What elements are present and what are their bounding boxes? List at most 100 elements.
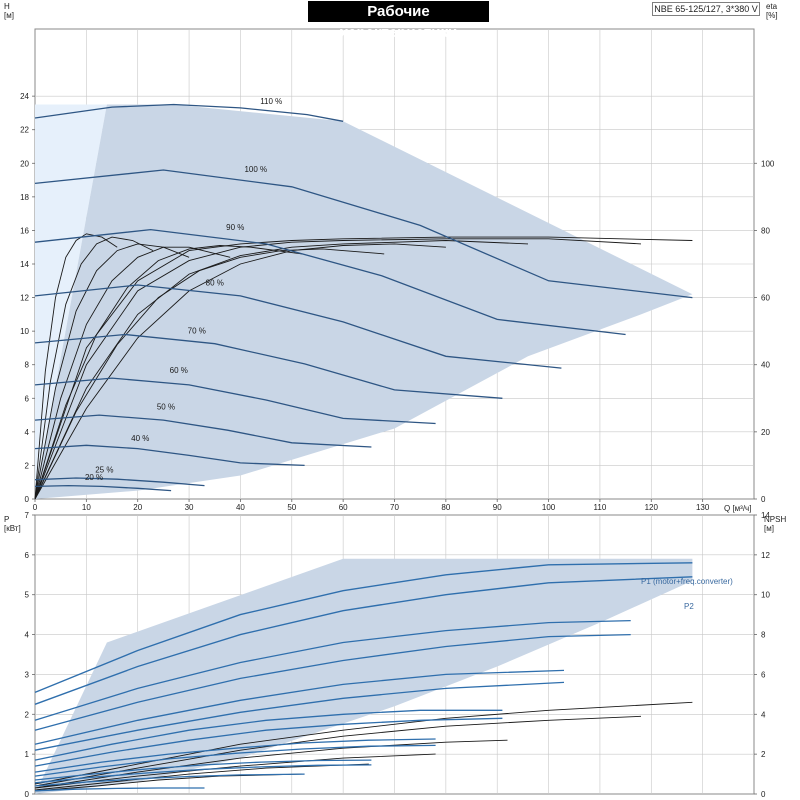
y2-tick-label: 0 xyxy=(761,495,766,504)
head-curve xyxy=(34,377,436,425)
power-axis-label: P [кВт] xyxy=(4,515,21,533)
x-tick-label: 50 xyxy=(287,503,296,512)
head-axis-name: H xyxy=(4,2,10,11)
y-tick-label: 3 xyxy=(25,670,30,679)
y-tick-label: 4 xyxy=(25,428,30,437)
y-tick-label: 4 xyxy=(25,631,30,640)
speed-label: 70 % xyxy=(188,326,206,335)
efficiency-curve xyxy=(34,233,118,500)
x-tick-label: 130 xyxy=(696,503,710,512)
head-curve-panel: 110 %100 %90 %80 %70 %60 %50 %40 %25 %20… xyxy=(20,28,775,512)
y-tick-label: 2 xyxy=(25,710,30,719)
efficiency-curve xyxy=(34,236,693,500)
y2-tick-label: 2 xyxy=(761,750,766,759)
y2-tick-label: 12 xyxy=(761,551,770,560)
operating-area xyxy=(35,558,693,794)
y2-tick-label: 0 xyxy=(761,790,766,799)
y2-tick-label: 4 xyxy=(761,710,766,719)
flow-axis-label: Q [м³/ч] xyxy=(724,504,752,513)
p2-series-label: P2 xyxy=(684,602,694,611)
y2-tick-label: 40 xyxy=(761,361,770,370)
y-tick-label: 24 xyxy=(20,92,29,101)
y-tick-label: 0 xyxy=(25,790,30,799)
x-tick-label: 20 xyxy=(133,503,142,512)
power-curve xyxy=(34,787,205,792)
npsh-curve xyxy=(34,753,436,789)
efficiency-curve xyxy=(34,248,385,500)
efficiency-curve xyxy=(34,238,642,500)
npsh-curve xyxy=(34,715,642,787)
y-tick-label: 2 xyxy=(25,461,30,470)
speed-label: 50 % xyxy=(157,403,175,412)
power-axis-unit: [кВт] xyxy=(4,524,21,533)
power-curve xyxy=(34,744,436,777)
x-tick-label: 10 xyxy=(82,503,91,512)
npsh-curve xyxy=(34,763,369,791)
y-tick-label: 10 xyxy=(20,327,29,336)
y-tick-label: 22 xyxy=(20,126,29,135)
x-tick-label: 110 xyxy=(594,503,607,512)
power-curve xyxy=(34,669,565,745)
y-tick-label: 1 xyxy=(25,750,30,759)
x-tick-label: 100 xyxy=(542,503,556,512)
speed-label: 110 % xyxy=(260,97,282,106)
npsh-curve xyxy=(34,701,693,785)
speed-label: 90 % xyxy=(226,223,244,232)
x-tick-label: 0 xyxy=(33,503,38,512)
power-curve xyxy=(34,633,631,731)
head-curve xyxy=(34,414,372,448)
pump-model-label: NBE 65-125/127, 3*380 V xyxy=(652,2,760,16)
power-curve xyxy=(34,619,631,721)
efficiency-curve xyxy=(34,243,446,500)
efficiency-curve xyxy=(34,236,154,500)
power-curve xyxy=(34,717,503,767)
head-curve xyxy=(34,284,562,369)
efficiency-curve xyxy=(34,240,529,500)
head-curve xyxy=(34,444,305,467)
head-curve xyxy=(34,484,172,492)
x-tick-label: 40 xyxy=(236,503,245,512)
x-tick-label: 90 xyxy=(493,503,502,512)
y-tick-label: 12 xyxy=(20,294,29,303)
speed-label: 80 % xyxy=(206,279,224,288)
speed-label: 100 % xyxy=(244,165,267,174)
head-curve xyxy=(34,169,693,299)
speed-label: 25 % xyxy=(95,466,113,475)
x-tick-label: 30 xyxy=(185,503,194,512)
head-axis-unit: [м] xyxy=(4,11,14,20)
power-curve xyxy=(34,562,693,694)
efficiency-axis-label: eta [%] xyxy=(766,2,778,20)
y-tick-label: 20 xyxy=(20,159,29,168)
efficiency-axis-name: eta xyxy=(766,2,778,11)
efficiency-curve xyxy=(34,243,190,500)
power-curve xyxy=(34,759,372,781)
power-curve xyxy=(34,773,305,787)
y2-tick-label: 20 xyxy=(761,428,770,437)
speed-label: 40 % xyxy=(131,434,149,443)
power-curve xyxy=(34,738,436,773)
chart-title: Рабочие характеристики xyxy=(308,1,489,41)
p1-series-label: P1 (motor+freq.converter) xyxy=(641,577,733,586)
power-curve xyxy=(34,709,503,761)
y2-tick-label: 6 xyxy=(761,670,766,679)
speed-label: 20 % xyxy=(85,473,103,482)
npsh-axis-label: NPSH [м] xyxy=(764,515,786,533)
npsh-axis-name: NPSH xyxy=(764,515,787,524)
x-tick-label: 120 xyxy=(645,503,659,512)
y2-tick-label: 60 xyxy=(761,294,770,303)
efficiency-curve xyxy=(34,246,231,500)
head-curve xyxy=(34,477,205,487)
y2-tick-label: 14 xyxy=(761,511,770,520)
efficiency-axis-unit: [%] xyxy=(766,11,778,20)
y-tick-label: 16 xyxy=(20,226,29,235)
y2-tick-label: 80 xyxy=(761,226,770,235)
head-curve xyxy=(34,333,503,399)
y-tick-label: 0 xyxy=(25,495,30,504)
power-axis-name: P xyxy=(4,515,10,524)
speed-label: 60 % xyxy=(170,366,188,375)
head-curve xyxy=(34,103,344,122)
x-tick-label: 80 xyxy=(441,503,450,512)
npsh-axis-unit: [м] xyxy=(764,524,774,533)
y2-tick-label: 8 xyxy=(761,631,766,640)
y2-tick-label: 100 xyxy=(761,159,775,168)
